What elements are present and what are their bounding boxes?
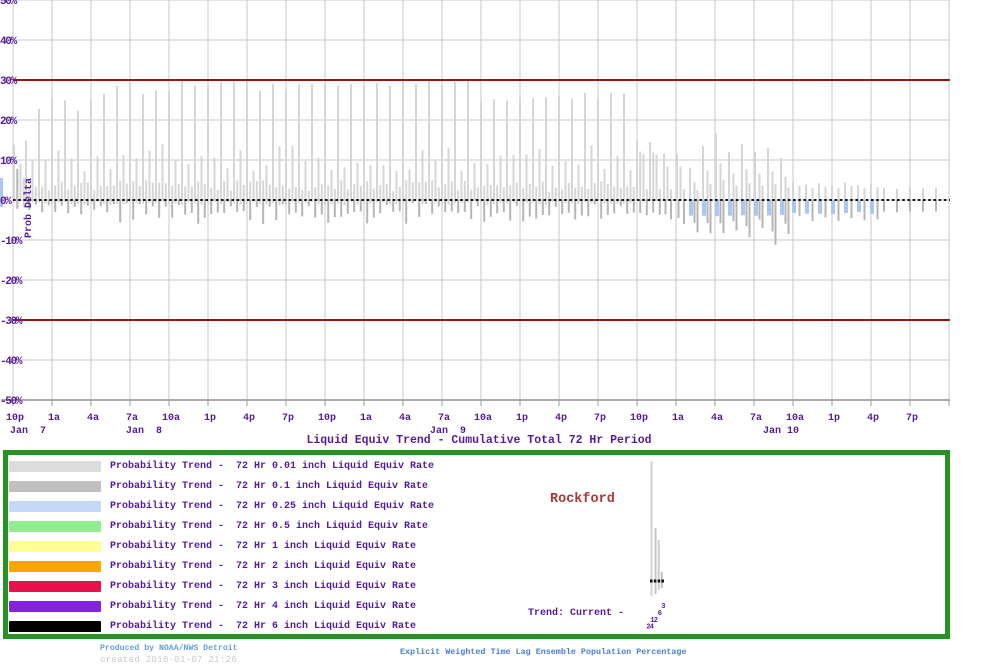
svg-text:7a: 7a	[438, 413, 450, 424]
svg-text:10a: 10a	[474, 413, 492, 424]
svg-text:Jan 9: Jan 9	[430, 426, 466, 437]
svg-text:6: 6	[658, 610, 662, 618]
svg-text:10%: 10%	[0, 156, 18, 168]
svg-text:50%: 50%	[0, 0, 18, 8]
svg-text:12: 12	[650, 617, 657, 625]
svg-text:30%: 30%	[0, 76, 18, 88]
svg-text:1a: 1a	[360, 413, 372, 424]
svg-text:-50%: -50%	[0, 396, 23, 408]
svg-text:7p: 7p	[906, 413, 918, 424]
svg-text:-30%: -30%	[0, 316, 23, 328]
svg-text:7p: 7p	[594, 413, 606, 424]
svg-text:40%: 40%	[0, 36, 18, 48]
svg-text:4a: 4a	[87, 413, 99, 424]
svg-text:1p: 1p	[828, 413, 840, 424]
svg-text:-20%: -20%	[0, 276, 23, 288]
svg-text:4a: 4a	[711, 413, 723, 424]
svg-text:10p: 10p	[630, 413, 648, 424]
svg-text:7a: 7a	[126, 413, 138, 424]
svg-text:4p: 4p	[555, 413, 567, 424]
svg-text:1a: 1a	[672, 413, 684, 424]
svg-text:10a: 10a	[786, 413, 804, 424]
svg-text:Jan 10: Jan 10	[763, 426, 799, 437]
svg-text:4p: 4p	[867, 413, 879, 424]
svg-text:-10%: -10%	[0, 236, 23, 248]
svg-text:4p: 4p	[243, 413, 255, 424]
svg-text:Jan 7: Jan 7	[10, 426, 46, 437]
svg-text:4a: 4a	[399, 413, 411, 424]
svg-text:10p: 10p	[318, 413, 336, 424]
svg-text:Liquid Equiv Trend - Cumulativ: Liquid Equiv Trend - Cumulative Total 72…	[306, 434, 651, 447]
svg-text:7p: 7p	[282, 413, 294, 424]
svg-text:1p: 1p	[204, 413, 216, 424]
svg-text:20%: 20%	[0, 116, 18, 128]
svg-text:Prob Delta: Prob Delta	[23, 178, 35, 238]
svg-text:-40%: -40%	[0, 356, 23, 368]
svg-text:24: 24	[646, 624, 653, 632]
svg-text:3: 3	[661, 603, 665, 611]
svg-text:1p: 1p	[516, 413, 528, 424]
svg-text:1a: 1a	[48, 413, 60, 424]
svg-text:7a: 7a	[750, 413, 762, 424]
svg-text:0%: 0%	[0, 196, 12, 208]
svg-text:10p: 10p	[6, 413, 24, 424]
svg-text:10a: 10a	[162, 413, 180, 424]
svg-text:Jan 8: Jan 8	[126, 426, 162, 437]
